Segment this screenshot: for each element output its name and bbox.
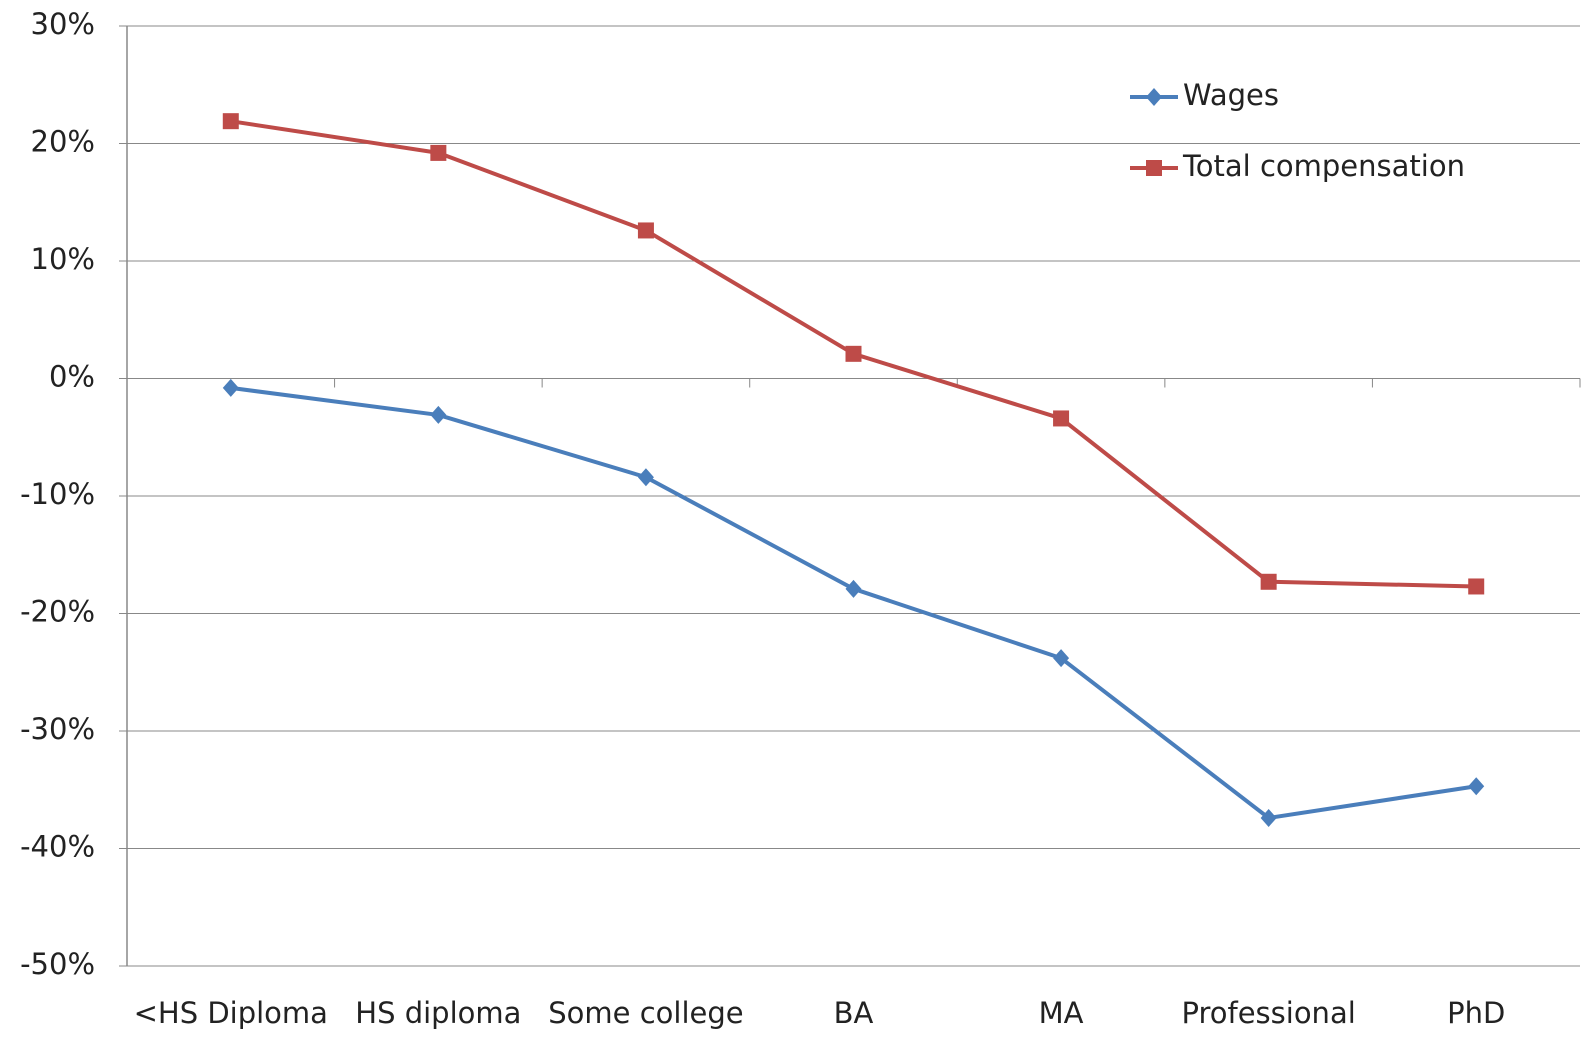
y-tick-label: -50% [20, 947, 95, 981]
data-point [430, 405, 447, 424]
data-point [637, 222, 654, 239]
y-tick-label: 30% [31, 7, 95, 41]
x-tick-label: HS diploma [355, 996, 521, 1030]
data-point [1260, 808, 1277, 827]
y-tick-label: 10% [31, 242, 95, 276]
legend-label: Total compensation [1182, 149, 1465, 183]
data-point [222, 378, 239, 397]
x-tick-label: BA [834, 996, 874, 1030]
x-tick-label: <HS Diploma [134, 996, 328, 1030]
x-tick-label: PhD [1447, 996, 1505, 1030]
data-point [1053, 649, 1070, 668]
x-tick-label: MA [1039, 996, 1084, 1030]
legend-marker [1146, 88, 1162, 106]
data-point [1053, 410, 1070, 427]
data-point [1260, 573, 1277, 590]
y-tick-label: 20% [31, 125, 95, 159]
data-point [1468, 777, 1485, 796]
legend-label: Wages [1183, 78, 1279, 112]
y-tick-label: -20% [20, 595, 95, 629]
x-tick-label: Some college [548, 996, 743, 1030]
data-point [1468, 578, 1485, 595]
data-point [222, 113, 239, 130]
legend-marker [1146, 160, 1162, 176]
x-tick-label: Professional [1181, 996, 1355, 1030]
series-line [230, 385, 1477, 820]
data-point [845, 579, 862, 598]
data-point [845, 345, 862, 362]
y-tick-label: 0% [49, 360, 95, 394]
data-point [430, 144, 447, 161]
y-tick-label: -40% [20, 830, 95, 864]
y-tick-label: -10% [20, 477, 95, 511]
y-tick-label: -30% [20, 712, 95, 746]
data-point [637, 468, 654, 487]
